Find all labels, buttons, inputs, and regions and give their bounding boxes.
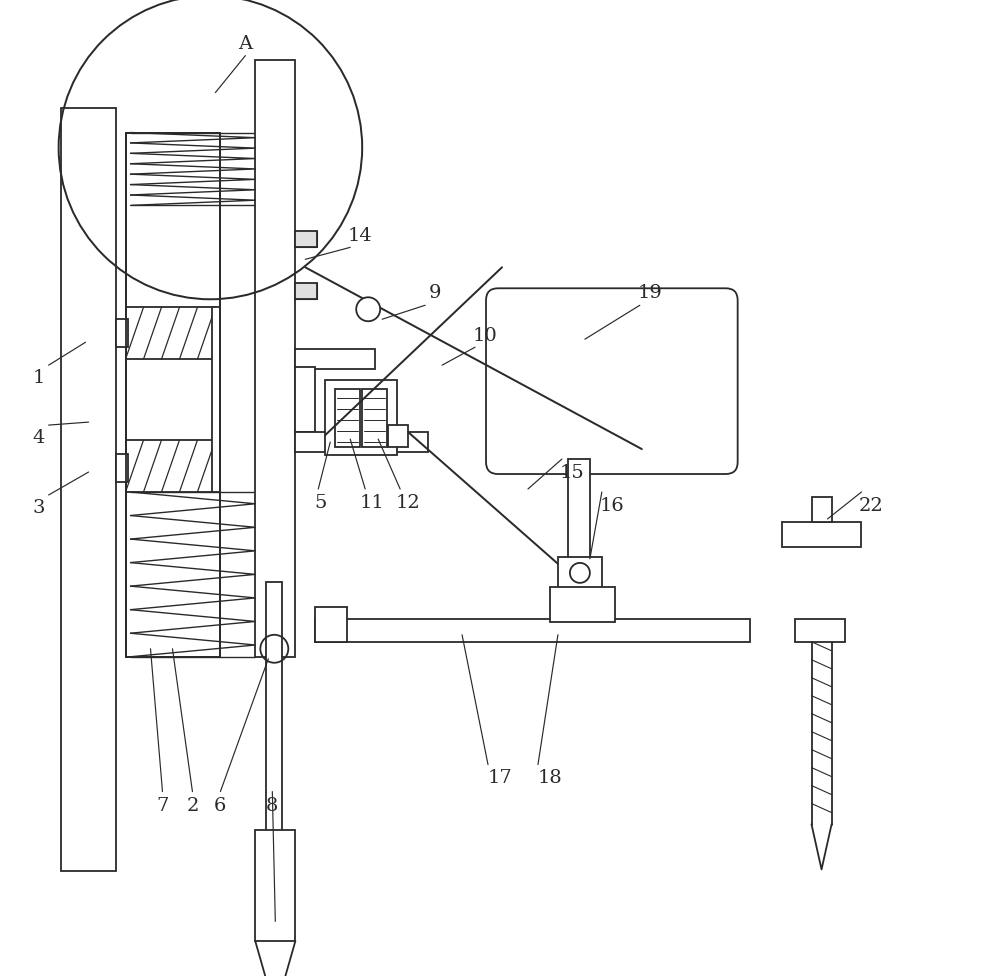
FancyBboxPatch shape — [486, 289, 738, 475]
Bar — [295, 284, 317, 300]
Text: 15: 15 — [560, 463, 584, 482]
Bar — [295, 350, 375, 369]
Bar — [315, 619, 750, 642]
Bar — [116, 319, 128, 348]
Bar — [558, 557, 602, 589]
Text: 14: 14 — [348, 227, 373, 245]
Text: A: A — [238, 34, 252, 53]
Text: 17: 17 — [488, 768, 512, 786]
Bar — [116, 454, 128, 483]
Text: 1: 1 — [32, 368, 45, 387]
Text: 4: 4 — [32, 429, 45, 446]
Bar — [795, 619, 845, 642]
Circle shape — [356, 298, 380, 321]
Text: 22: 22 — [859, 496, 884, 515]
Text: 12: 12 — [396, 493, 421, 511]
Bar — [782, 523, 861, 547]
Bar — [295, 433, 428, 452]
Bar — [362, 390, 387, 447]
Text: 18: 18 — [538, 768, 562, 786]
Text: 19: 19 — [637, 284, 662, 302]
Bar — [325, 381, 397, 455]
Text: 9: 9 — [429, 284, 441, 302]
Bar — [295, 233, 317, 248]
Bar — [61, 108, 116, 871]
Bar — [126, 308, 215, 360]
Bar — [255, 61, 295, 658]
Text: 10: 10 — [473, 327, 497, 345]
Bar — [812, 497, 832, 523]
Bar — [568, 459, 590, 610]
Text: 16: 16 — [599, 496, 624, 515]
Bar — [212, 308, 220, 492]
Text: 3: 3 — [32, 498, 45, 517]
Text: 8: 8 — [266, 795, 279, 814]
Bar — [335, 390, 360, 447]
Text: 6: 6 — [214, 795, 227, 814]
Bar — [295, 367, 315, 433]
Bar — [388, 426, 408, 447]
Text: 5: 5 — [314, 493, 326, 511]
Bar — [266, 582, 282, 831]
Text: 2: 2 — [186, 795, 199, 814]
Bar — [550, 587, 615, 622]
Bar — [255, 829, 295, 942]
Bar — [126, 134, 220, 658]
Text: 11: 11 — [360, 493, 385, 511]
Text: 7: 7 — [156, 795, 169, 814]
Bar — [315, 608, 347, 642]
Bar — [126, 441, 215, 492]
